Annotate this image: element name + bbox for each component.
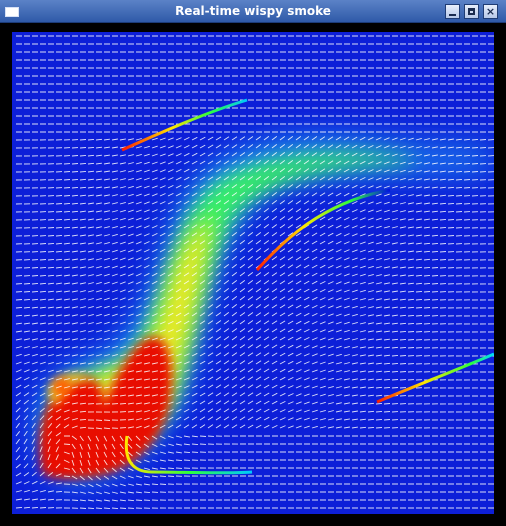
vector-field-lines [15, 35, 494, 510]
velocity-vectors [15, 35, 494, 510]
title-bar[interactable]: Real-time wispy smoke × [0, 0, 506, 23]
close-button[interactable]: × [483, 4, 498, 19]
smoke-field [12, 32, 494, 514]
maximize-icon [468, 8, 475, 15]
close-icon: × [485, 5, 496, 18]
minimize-icon [449, 14, 456, 16]
simulation-canvas[interactable] [12, 32, 494, 514]
smoke-wisps [121, 98, 494, 475]
maximize-button[interactable] [464, 4, 479, 19]
window-menu-icon[interactable] [5, 7, 19, 17]
window-title: Real-time wispy smoke [175, 4, 331, 18]
smoke-density [39, 142, 494, 479]
minimize-button[interactable] [445, 4, 460, 19]
